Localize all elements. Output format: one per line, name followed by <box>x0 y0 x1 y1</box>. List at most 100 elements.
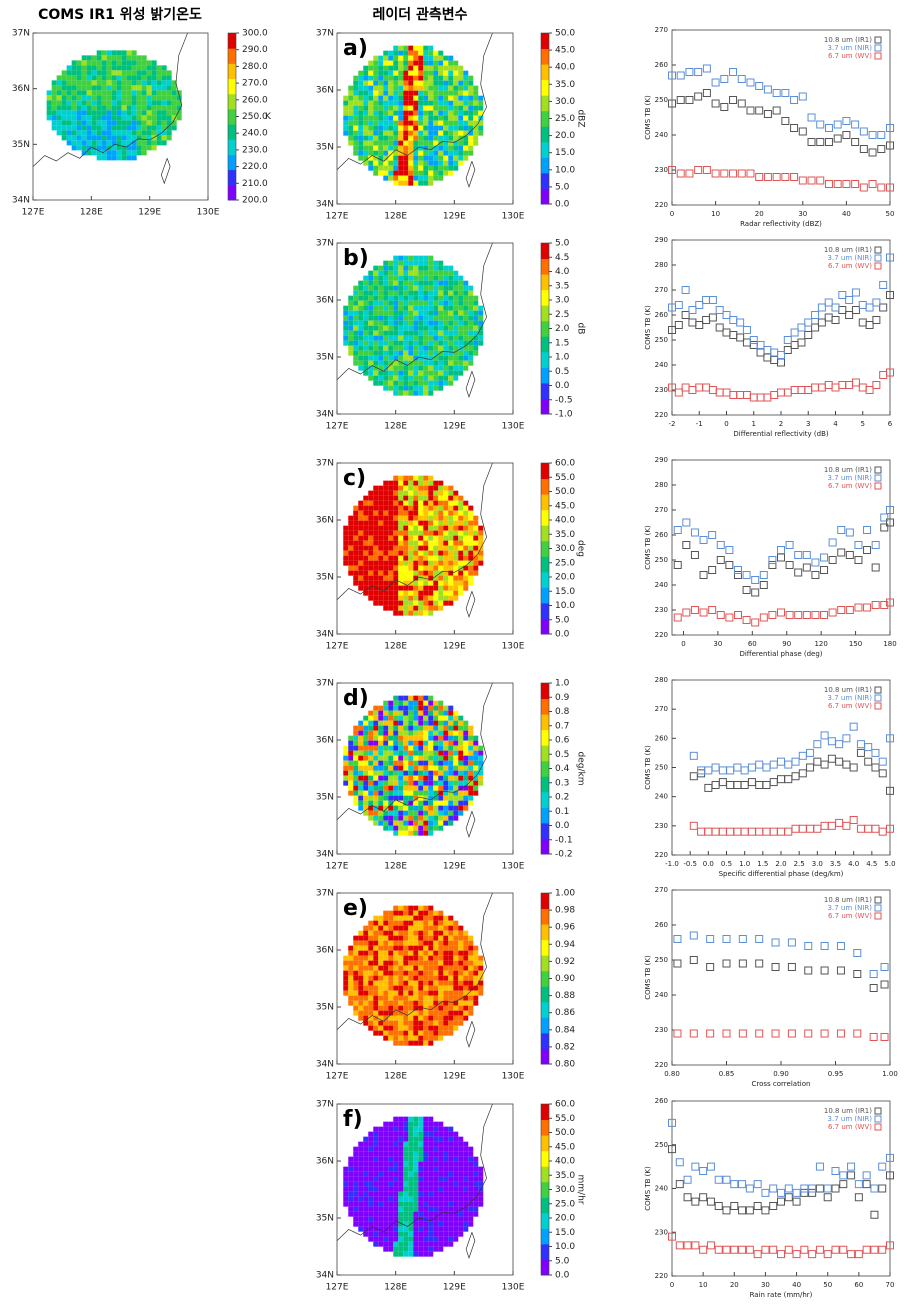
image-pixel <box>358 130 364 136</box>
image-pixel <box>358 725 364 731</box>
image-pixel <box>151 100 157 106</box>
image-pixel <box>463 90 469 96</box>
image-pixel <box>433 1241 439 1247</box>
image-pixel <box>141 145 147 151</box>
image-pixel <box>463 155 469 161</box>
data-point <box>865 386 874 394</box>
image-pixel <box>348 1211 354 1217</box>
image-pixel <box>423 1040 429 1046</box>
image-pixel <box>403 320 409 326</box>
image-pixel <box>458 1010 464 1016</box>
image-pixel <box>378 325 384 331</box>
image-pixel <box>353 800 359 806</box>
image-pixel <box>106 130 112 136</box>
data-point <box>785 611 794 619</box>
image-pixel <box>463 1010 469 1016</box>
data-point <box>715 388 724 397</box>
image-pixel <box>378 495 384 501</box>
image-pixel <box>428 565 434 571</box>
image-pixel <box>398 565 404 571</box>
image-pixel <box>423 1231 429 1237</box>
image-pixel <box>448 760 454 766</box>
image-pixel <box>413 540 419 546</box>
image-pixel <box>473 90 479 96</box>
image-pixel <box>398 170 404 176</box>
image-pixel <box>438 125 444 131</box>
data-point <box>759 571 768 579</box>
image-pixel <box>448 985 454 991</box>
image-pixel <box>428 1156 434 1162</box>
image-pixel <box>378 820 384 826</box>
image-pixel <box>131 50 137 56</box>
image-pixel <box>413 1040 419 1046</box>
image-pixel <box>448 120 454 126</box>
image-pixel <box>378 275 384 281</box>
image-pixel <box>393 770 399 776</box>
image-pixel <box>418 260 424 266</box>
image-pixel <box>388 1161 394 1167</box>
image-pixel <box>393 115 399 121</box>
image-pixel <box>418 1186 424 1192</box>
image-pixel <box>468 760 474 766</box>
image-pixel <box>423 115 429 121</box>
image-pixel <box>403 275 409 281</box>
image-pixel <box>443 1015 449 1021</box>
image-pixel <box>111 90 117 96</box>
image-pixel <box>418 360 424 366</box>
image-pixel <box>413 55 419 61</box>
image-pixel <box>378 130 384 136</box>
data-point <box>877 145 886 153</box>
colorbar-tick-label: 45.0 <box>555 46 575 56</box>
image-pixel <box>398 575 404 581</box>
image-pixel <box>373 575 379 581</box>
image-pixel <box>383 490 389 496</box>
image-pixel <box>418 1251 424 1257</box>
image-pixel <box>438 945 444 951</box>
image-pixel <box>423 1156 429 1162</box>
image-pixel <box>156 75 162 81</box>
data-point <box>690 528 699 537</box>
image-pixel <box>393 1151 399 1157</box>
image-pixel <box>438 595 444 601</box>
image-pixel <box>423 340 429 346</box>
image-pixel <box>458 1020 464 1026</box>
image-pixel <box>353 1196 359 1202</box>
image-pixel <box>398 820 404 826</box>
data-point <box>798 127 807 136</box>
image-pixel <box>383 985 389 991</box>
image-pixel <box>393 580 399 586</box>
image-pixel <box>478 540 484 546</box>
data-point <box>711 78 720 87</box>
image-pixel <box>438 380 444 386</box>
image-pixel <box>418 130 424 136</box>
y-tick-label: 35N <box>316 353 334 363</box>
image-pixel <box>418 1246 424 1252</box>
image-pixel <box>368 940 374 946</box>
image-pixel <box>358 365 364 371</box>
image-pixel <box>438 1231 444 1237</box>
image-pixel <box>403 795 409 801</box>
image-pixel <box>443 1126 449 1132</box>
image-pixel <box>428 285 434 291</box>
image-pixel <box>373 350 379 356</box>
image-pixel <box>418 125 424 131</box>
image-pixel <box>398 935 404 941</box>
image-pixel <box>388 750 394 756</box>
image-pixel <box>378 340 384 346</box>
image-pixel <box>433 1206 439 1212</box>
image-pixel <box>358 1156 364 1162</box>
image-pixel <box>468 290 474 296</box>
image-pixel <box>378 1015 384 1021</box>
image-pixel <box>398 490 404 496</box>
image-pixel <box>348 980 354 986</box>
image-pixel <box>383 70 389 76</box>
image-pixel <box>126 85 132 91</box>
image-pixel <box>438 135 444 141</box>
image-pixel <box>423 1010 429 1016</box>
image-pixel <box>81 115 87 121</box>
image-pixel <box>166 95 172 101</box>
image-pixel <box>403 50 409 56</box>
image-pixel <box>86 75 92 81</box>
image-pixel <box>393 1216 399 1222</box>
image-pixel <box>116 145 122 151</box>
